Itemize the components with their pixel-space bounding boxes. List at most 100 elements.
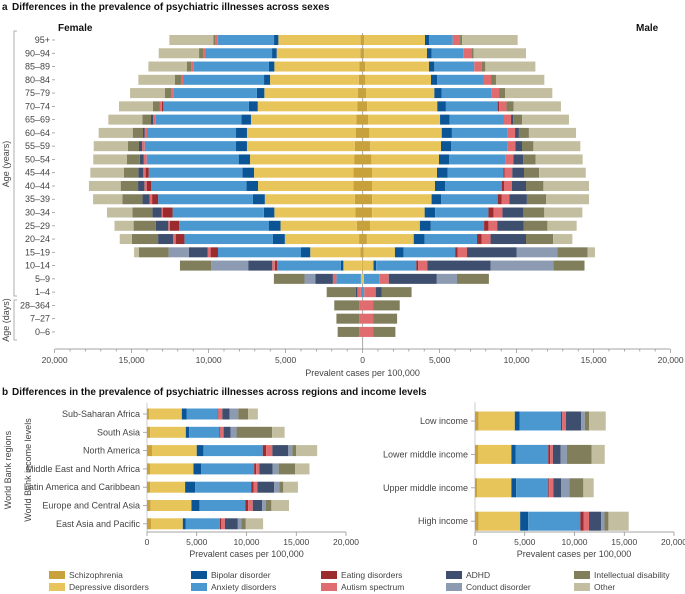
bar-middle-east-and-north-africa-depressive-disorders <box>149 463 194 475</box>
bar-male-40-44-anxiety-disorders <box>445 180 502 191</box>
bar-north-america-autism-spectrum <box>266 445 273 457</box>
bar-female-25-29-bipolar-disorder <box>268 220 281 231</box>
bar-male-30-34-other <box>544 207 583 218</box>
bar-middle-east-and-north-africa-adhd <box>259 463 273 475</box>
income-chart: Low income Lower middle income Upper middl… <box>383 402 685 547</box>
bar-male-25-29-depressive-disorders <box>369 220 420 231</box>
bar-middle-east-and-north-africa-autism-spectrum <box>256 463 260 475</box>
legend-label-schizophrenia: Schizophrenia <box>69 570 123 580</box>
bar-south-asia-schizophrenia <box>147 426 151 438</box>
x-tick-label: 0 <box>473 537 478 547</box>
bar-north-america-eating-disorders <box>262 445 267 457</box>
bar-upper-middle-income-adhd <box>553 478 562 498</box>
bar-male-28-364-autism-spectrum <box>362 300 374 311</box>
bar-female-75-79-depressive-disorders <box>264 88 358 99</box>
bar-upper-middle-income-eating-disorders <box>548 478 550 498</box>
x-tick-label: 5,000 <box>514 537 536 547</box>
bar-female-65-69-intellectual-disability <box>142 114 152 125</box>
bar-female-50-54-autism-spectrum <box>143 154 147 165</box>
category-label: Europe and Central Asia <box>42 501 140 511</box>
bar-north-america-schizophrenia <box>147 445 152 457</box>
bar-female-45-44-anxiety-disorders <box>148 167 243 178</box>
bar-north-america-anxiety-disorders <box>203 445 263 457</box>
bar-east-asia-and-pacific-conduct-disorder <box>237 518 242 530</box>
regions-x-axis-title: Prevalent cases per 100,000 <box>189 549 304 559</box>
bar-low-income-other <box>589 411 606 431</box>
bar-female-50-54-anxiety-disorders <box>146 154 239 165</box>
bar-male-55-59-adhd <box>515 141 522 152</box>
bar-female-90-94-anxiety-disorders <box>205 48 273 59</box>
x-tick-label: 15,000 <box>581 355 607 365</box>
age-group-label: 5–9 <box>35 274 50 284</box>
bar-female-95-other <box>169 35 214 45</box>
bar-male-95-autism-spectrum <box>452 35 461 45</box>
bar-east-asia-and-pacific-intellectual-disability <box>241 518 246 530</box>
bar-male-90-94-autism-spectrum <box>463 48 472 59</box>
bar-female-15-19-eating-disorders <box>210 247 218 258</box>
bar-male-95-intellectual-disability <box>460 35 463 45</box>
male-label: Male <box>636 23 659 34</box>
bar-female-35-39-anxiety-disorders <box>158 194 253 205</box>
bar-male-1-4-autism-spectrum <box>364 287 376 298</box>
bar-male-80-84-depressive-disorders <box>365 74 431 85</box>
age-years-label: Age (years) <box>1 141 11 188</box>
bar-female-15-19-other <box>134 247 139 258</box>
bar-female-20-24-intellectual-disability <box>131 234 159 245</box>
bar-sub-saharan-africa-depressive-disorders <box>149 408 182 420</box>
bar-male-75-79-bipolar-disorder <box>434 88 442 99</box>
category-label: East Asia and Pacific <box>56 519 141 529</box>
bar-south-asia-bipolar-disorder <box>185 426 190 438</box>
bar-female-90-94-schizophrenia <box>360 48 363 59</box>
bar-female-35-39-autism-spectrum <box>149 194 153 205</box>
bar-female-85-89-intellectual-disability <box>186 61 192 72</box>
bar-male-5-9-autism-spectrum <box>379 273 389 284</box>
bar-male-10-14-intellectual-disability <box>553 260 585 271</box>
bar-high-income-eating-disorders <box>580 511 584 531</box>
age-group-label: 25–29 <box>25 221 50 231</box>
bar-female-40-44-depressive-disorders <box>258 180 354 191</box>
bar-north-america-intellectual-disability <box>292 445 297 457</box>
bar-female-20-24-depressive-disorders <box>284 234 360 245</box>
bar-male-10-14-depressive-disorders <box>362 260 374 271</box>
bar-lower-middle-income-adhd <box>552 444 561 464</box>
bar-male-28-364-intellectual-disability <box>373 300 400 311</box>
bar-male-10-14-conduct-disorder <box>490 260 554 271</box>
bar-south-asia-adhd <box>223 426 231 438</box>
legend-label-autism-spectrum: Autism spectrum <box>341 582 404 592</box>
bar-male-80-84-intellectual-disability <box>491 74 496 85</box>
bar-male-45-44-schizophrenia <box>362 167 372 178</box>
bar-female-15-19-adhd <box>188 247 208 258</box>
legend-label-depressive-disorders: Depressive disorders <box>69 582 149 592</box>
bar-male-70-74-intellectual-disability <box>506 101 514 112</box>
bar-male-40-44-depressive-disorders <box>371 180 435 191</box>
bar-latin-america-and-caribbean-autism-spectrum <box>253 481 258 493</box>
bar-female-10-14-anxiety-disorders <box>276 260 341 271</box>
bar-europe-and-central-asia-other <box>271 500 289 511</box>
bar-female-10-14-autism-spectrum <box>272 260 275 271</box>
bar-male-20-24-eating-disorders <box>477 234 482 245</box>
bar-female-5-9-depressive-disorders <box>360 273 363 284</box>
bar-female-70-74-intellectual-disability <box>153 101 160 112</box>
bar-female-55-59-autism-spectrum <box>142 141 145 152</box>
bar-lower-middle-income-other <box>591 444 605 464</box>
bar-male-65-69-other <box>521 114 569 125</box>
bar-sub-saharan-africa-eating-disorders <box>217 408 219 420</box>
bar-latin-america-and-caribbean-other <box>283 481 298 493</box>
bar-female-75-79-intellectual-disability <box>165 88 172 99</box>
bar-upper-middle-income-schizophrenia <box>475 478 477 498</box>
bar-male-15-19-intellectual-disability <box>557 247 588 258</box>
bar-male-75-79-schizophrenia <box>362 88 366 99</box>
bar-female-95-autism-spectrum <box>215 35 218 45</box>
bar-female-95-anxiety-disorders <box>217 35 275 45</box>
legend-swatch-anxiety-disorders <box>191 583 207 591</box>
bar-female-15-19-schizophrenia <box>360 247 363 258</box>
bar-male-85-89-bipolar-disorder <box>428 61 435 72</box>
bar-north-america-adhd <box>272 445 289 457</box>
bar-male-20-24-adhd <box>490 234 526 245</box>
bar-female-60-64-schizophrenia <box>355 127 363 138</box>
bar-female-20-24-eating-disorders <box>175 234 185 245</box>
regions-y-axis-title: World Bank regions <box>3 430 13 509</box>
bar-female-50-54-bipolar-disorder <box>238 154 251 165</box>
bar-east-asia-and-pacific-adhd <box>224 518 238 530</box>
bar-high-income-anxiety-disorders <box>528 511 581 531</box>
